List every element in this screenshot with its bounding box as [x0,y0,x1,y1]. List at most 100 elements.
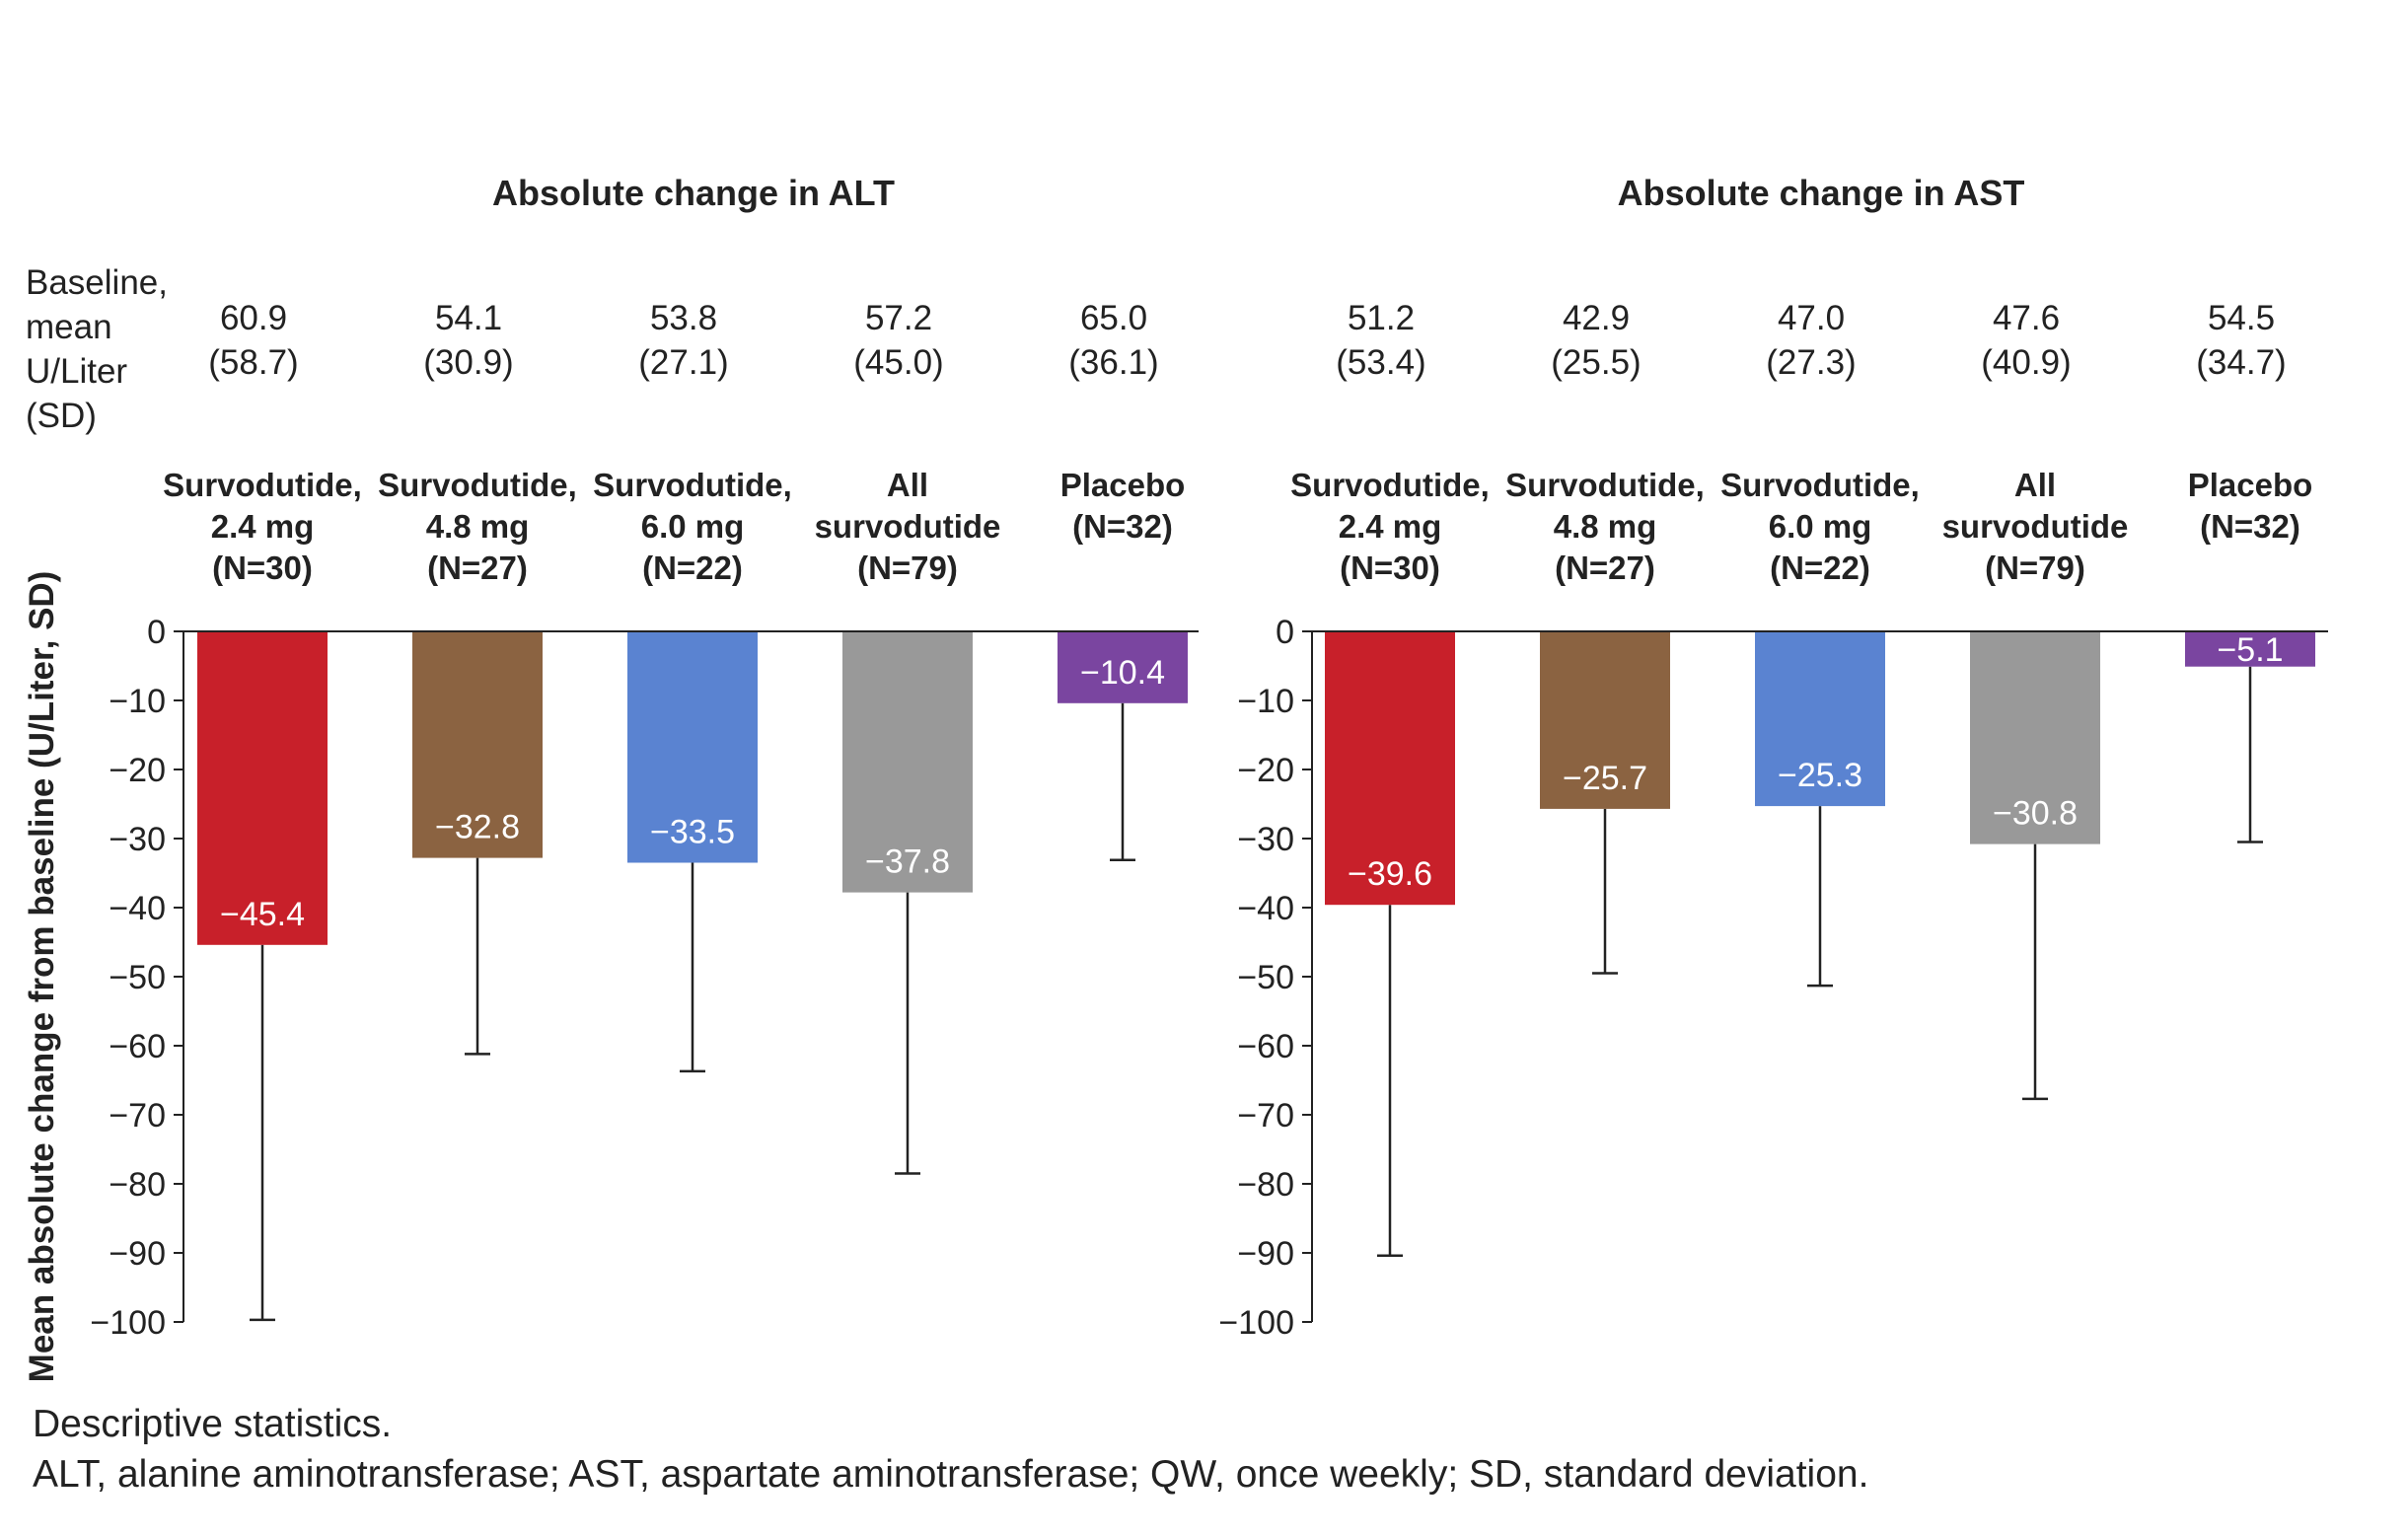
y-tick-label: −40 [1237,890,1294,927]
bar [1970,631,2100,844]
category-label: (N=32) [1072,508,1173,545]
category-label: Survodutide, [378,467,577,503]
baseline-mean: 60.9 [220,299,287,337]
bar [842,631,973,893]
y-tick-label: −100 [1218,1304,1294,1342]
bar [1325,631,1455,906]
bar [197,631,328,945]
category-label: survodutide [1942,508,2129,545]
y-axis-label: Mean absolute change from baseline (U/Li… [23,571,61,1383]
y-tick-label: −50 [1237,959,1294,996]
y-tick-label: −10 [1237,683,1294,720]
y-tick-label: −50 [109,959,166,996]
category-label: 4.8 mg [1554,508,1657,545]
baseline-mean: 47.0 [1778,299,1845,337]
value-label: −5.1 [2217,631,2283,669]
y-tick-label: −60 [109,1028,166,1065]
footnote-descriptive: Descriptive statistics. [33,1403,393,1445]
y-tick-label: 0 [1276,614,1294,651]
y-tick-label: −10 [109,683,166,720]
baseline-sd: (58.7) [208,343,298,382]
category-label: Placebo [1060,467,1186,503]
category-label: Placebo [2188,467,2313,503]
baseline-sd: (40.9) [1981,343,2071,382]
bar [627,631,758,863]
y-tick-label: −20 [1237,752,1294,789]
bar [2185,631,2315,667]
baseline-sd: (30.9) [423,343,513,382]
chart-title: Absolute change in ALT [492,173,895,213]
category-label: (N=79) [857,549,958,586]
category-label: All [887,467,928,503]
y-tick-label: −80 [1237,1166,1294,1204]
baseline-mean: 53.8 [650,299,717,337]
baseline-sd: (25.5) [1551,343,1641,382]
baseline-sd: (45.0) [853,343,943,382]
y-tick-label: −20 [109,752,166,789]
category-label: (N=22) [1770,549,1870,586]
y-tick-label: −100 [90,1304,166,1342]
category-label: Survodutide, [1505,467,1705,503]
footnotes: Descriptive statistics. ALT, alanine ami… [33,1399,1868,1500]
category-label: survodutide [815,508,1001,545]
baseline-mean: 47.6 [1993,299,2060,337]
baseline-mean: 54.5 [2208,299,2275,337]
baseline-mean: 51.2 [1348,299,1415,337]
y-tick-label: −60 [1237,1028,1294,1065]
baseline-mean: 65.0 [1080,299,1147,337]
y-tick-label: −30 [1237,821,1294,858]
y-tick-label: 0 [147,614,166,651]
baseline-label-line: Baseline, [26,263,168,302]
category-label: All [2014,467,2056,503]
baseline-mean: 42.9 [1563,299,1630,337]
baseline-mean: 54.1 [435,299,502,337]
category-label: 4.8 mg [426,508,530,545]
category-label: (N=27) [1555,549,1655,586]
baseline-sd: (36.1) [1068,343,1158,382]
value-label: −37.8 [865,843,950,881]
category-label: 6.0 mg [641,508,745,545]
category-label: 2.4 mg [1339,508,1442,545]
y-tick-label: −80 [109,1166,166,1204]
bar [1755,631,1885,807]
value-label: −33.5 [650,814,735,851]
baseline-sd: (53.4) [1336,343,1425,382]
baseline-sd: (27.1) [638,343,728,382]
category-label: Survodutide, [163,467,362,503]
category-label: (N=27) [427,549,528,586]
value-label: −30.8 [1993,795,2078,833]
y-tick-label: −70 [1237,1097,1294,1135]
y-tick-label: −90 [1237,1235,1294,1273]
chart-panel-ast: Absolute change in AST 0 −10 −20 −30 −40 −50 −6… [1218,173,2328,1342]
baseline-sd: (27.3) [1766,343,1856,382]
category-label: (N=22) [642,549,743,586]
category-label: (N=30) [1340,549,1440,586]
footnote-abbreviations: ALT, alanine aminotransferase; AST, aspa… [33,1453,1869,1496]
category-label: Survodutide, [1720,467,1920,503]
value-label: −25.3 [1778,757,1862,794]
category-label: Survodutide, [593,467,792,503]
chart-title: Absolute change in AST [1618,173,2025,213]
chart-panel-alt: Absolute change in ALT 0 −10 −20 −30 −40 −50 −6… [90,173,1199,1342]
baseline-label-line: U/Liter [26,352,127,391]
y-tick-label: −90 [109,1235,166,1273]
y-tick-label: −30 [109,821,166,858]
y-tick-label: −40 [109,890,166,927]
category-label: (N=32) [2200,508,2300,545]
y-tick-label: −70 [109,1097,166,1135]
category-label: (N=79) [1985,549,2085,586]
category-label: Survodutide, [1290,467,1490,503]
baseline-mean: 57.2 [865,299,932,337]
bar [1058,631,1188,703]
category-label: (N=30) [212,549,313,586]
category-label: 2.4 mg [211,508,315,545]
bar [1540,631,1670,809]
baseline-label-line: (SD) [26,397,97,435]
value-label: −45.4 [220,896,305,933]
bar [412,631,543,858]
value-label: −39.6 [1348,855,1432,893]
category-label: 6.0 mg [1769,508,1872,545]
baseline-label-line: mean [26,308,112,346]
baseline-sd: (34.7) [2196,343,2286,382]
